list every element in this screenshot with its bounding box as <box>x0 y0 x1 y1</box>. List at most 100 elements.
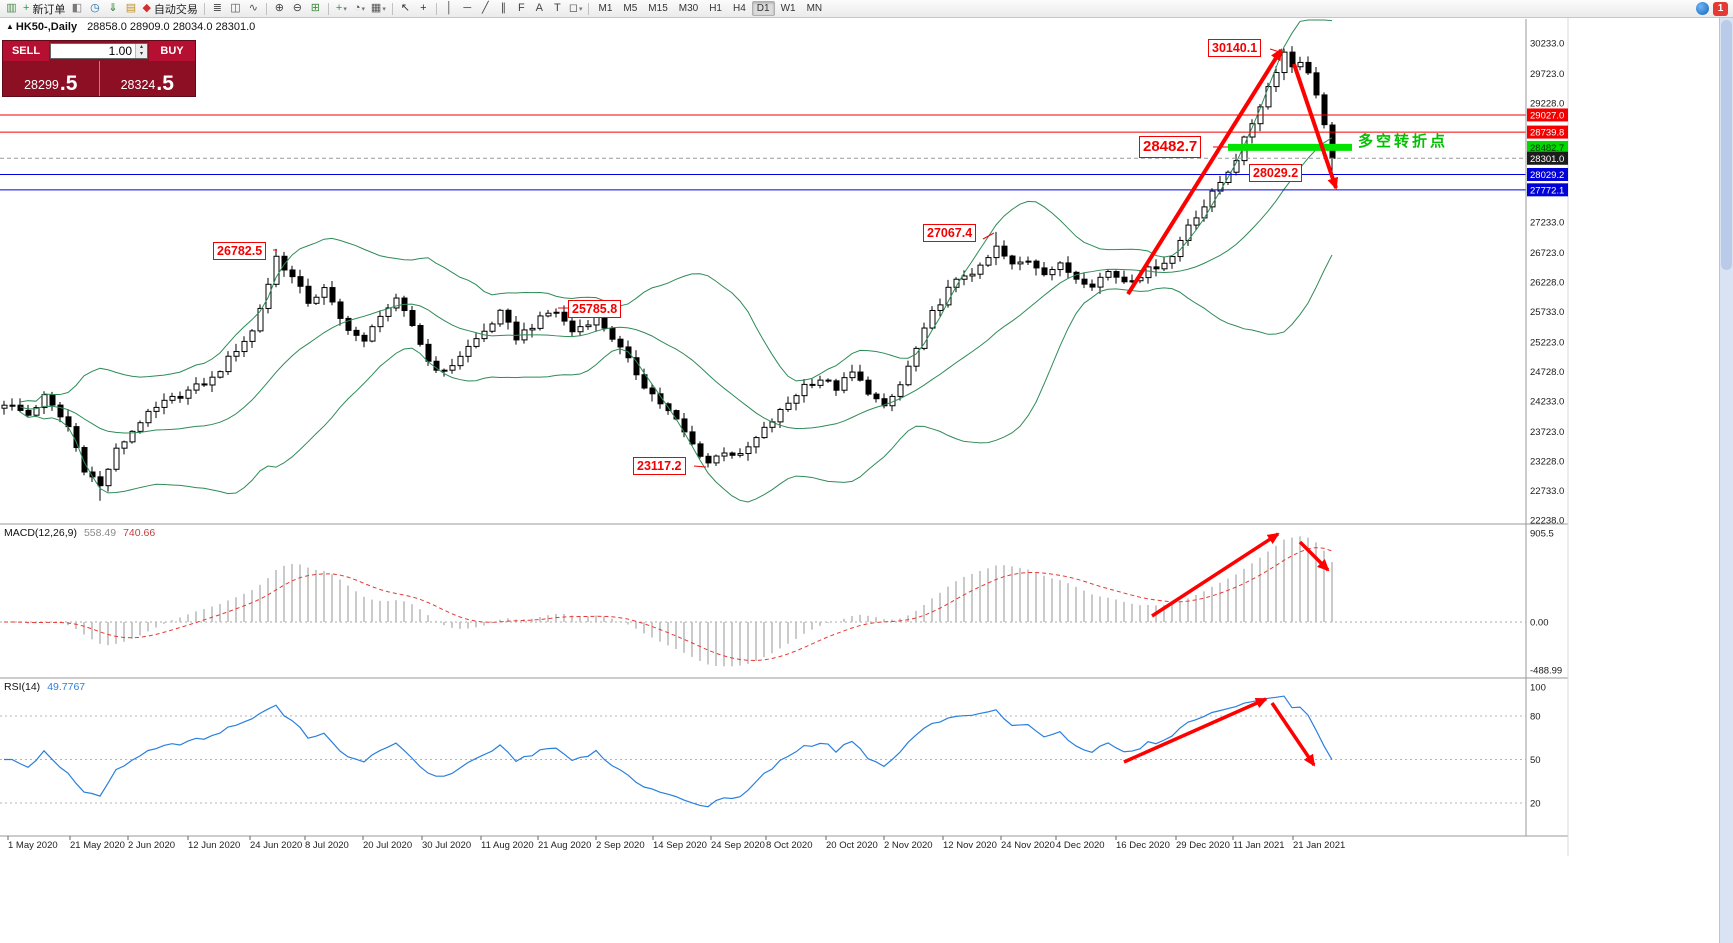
svg-text:30 Jul 2020: 30 Jul 2020 <box>422 840 471 851</box>
volume-input[interactable] <box>51 44 135 58</box>
autotrading-icon: ◆ <box>142 2 151 14</box>
price-annotation[interactable]: 27067.4 <box>923 224 977 243</box>
fibonacci-icon[interactable]: F <box>513 1 530 16</box>
macd-panel: 905.5 0.00 -488.99 <box>0 528 1562 677</box>
trendline-icon: ╱ <box>482 2 489 14</box>
svg-text:24 Nov 2020: 24 Nov 2020 <box>1001 840 1055 851</box>
cursor-icon[interactable]: ↖ <box>397 1 414 16</box>
market-watch-icon[interactable]: ▤ <box>122 1 139 16</box>
timeframe-M1[interactable]: M1 <box>598 3 613 14</box>
svg-text:30233.0: 30233.0 <box>1530 39 1564 50</box>
chevron-down-icon: ▾ <box>361 5 365 13</box>
app-icon-blue[interactable] <box>1696 2 1709 15</box>
clock-icon[interactable]: ◷ <box>86 1 103 16</box>
trend-arrows[interactable] <box>1123 48 1339 767</box>
svg-text:0.00: 0.00 <box>1530 618 1549 629</box>
svg-text:2 Jun 2020: 2 Jun 2020 <box>128 840 175 851</box>
svg-text:23723.0: 23723.0 <box>1530 427 1564 438</box>
volume-down-button[interactable]: ▾ <box>136 51 147 58</box>
templates-icon[interactable]: ▦ ▾ <box>369 1 388 16</box>
text-icon[interactable]: A <box>531 1 548 16</box>
toolbar-separator <box>203 2 205 15</box>
timeframe-H1[interactable]: H1 <box>709 3 722 14</box>
channel-icon[interactable]: ∥ <box>495 1 512 16</box>
volume-spinner: ▴ ▾ <box>135 44 147 58</box>
rsi-panel: 100 80 50 20 <box>0 683 1546 810</box>
shapes-icon[interactable]: ◻ ▾ <box>567 1 585 16</box>
price-tag <box>1527 108 1568 122</box>
svg-text:22733.0: 22733.0 <box>1530 486 1564 497</box>
toolbar-separator <box>588 2 590 15</box>
price-tag <box>1527 183 1568 197</box>
panel-separators <box>0 0 1569 856</box>
toolbar-separator <box>265 2 267 15</box>
price-annotation[interactable]: 26782.5 <box>213 242 267 261</box>
svg-text:8 Jul 2020: 8 Jul 2020 <box>305 840 349 851</box>
macd-value-signal: 740.66 <box>123 527 156 539</box>
history-center-icon[interactable]: ⇓ <box>104 1 121 16</box>
indicators-icon[interactable]: + ▾ <box>333 1 350 16</box>
zoom-out-icon[interactable]: ⊖ <box>289 1 306 16</box>
turning-point-label[interactable]: 多空转折点 <box>1358 133 1449 150</box>
autotrading-button-label: 自动交易 <box>153 3 198 16</box>
timeframe-MN[interactable]: MN <box>806 3 823 14</box>
new-order-button[interactable]: + 新订单 <box>21 1 67 16</box>
zoom-in-icon: ⊕ <box>274 2 285 14</box>
svg-text:80: 80 <box>1530 712 1541 723</box>
chart-profiles-icon[interactable]: ◧ <box>68 1 85 16</box>
timeframe-D1[interactable]: D1 <box>751 1 775 16</box>
horizontal-line-icon[interactable]: ─ <box>459 1 476 16</box>
timeframe-M30[interactable]: M30 <box>678 3 699 14</box>
time-axis[interactable]: 1 May 2020 21 May 2020 2 Jun 2020 12 Jun 20… <box>7 836 1345 851</box>
price-annotation[interactable]: 30140.1 <box>1208 39 1262 58</box>
label-icon[interactable]: T <box>549 1 566 16</box>
timeframe-M15[interactable]: M15 <box>648 3 668 14</box>
svg-text:26723.0: 26723.0 <box>1530 248 1564 259</box>
price-annotation[interactable]: 23117.2 <box>633 457 686 476</box>
svg-text:28739.8: 28739.8 <box>1530 128 1564 139</box>
volume-field: ▴ ▾ <box>50 43 148 59</box>
shapes-icon: ◻ <box>568 2 578 14</box>
trendline-icon[interactable]: ╱ <box>477 1 494 16</box>
notification-badge[interactable]: 1 <box>1713 1 1728 16</box>
svg-text:100: 100 <box>1530 683 1546 694</box>
sell-price[interactable]: 28299.5 <box>3 61 100 96</box>
bar-chart-icon[interactable]: ≣ <box>209 1 226 16</box>
price-annotation[interactable]: 25785.8 <box>568 300 622 319</box>
buy-button[interactable]: BUY <box>149 41 195 61</box>
sell-button[interactable]: SELL <box>3 41 49 61</box>
zoom-in-icon[interactable]: ⊕ <box>271 1 288 16</box>
clock-icon: ◷ <box>90 2 100 14</box>
svg-text:25733.0: 25733.0 <box>1530 307 1564 318</box>
price-annotation[interactable]: 28482.7 <box>1139 136 1202 158</box>
svg-text:23228.0: 23228.0 <box>1530 456 1564 467</box>
chart-window-icon[interactable]: ▥ <box>3 1 20 16</box>
vertical-line-icon[interactable]: │ <box>441 1 458 16</box>
line-chart-icon[interactable]: ∿ <box>245 1 262 16</box>
scrollbar-thumb[interactable] <box>1721 20 1732 270</box>
timeframe-W1[interactable]: W1 <box>780 3 796 14</box>
svg-text:14 Sep 2020: 14 Sep 2020 <box>653 840 707 851</box>
tile-windows-icon: ⊞ <box>310 2 321 14</box>
candlestick-chart-icon[interactable]: ◫ <box>227 1 244 16</box>
svg-text:2 Sep 2020: 2 Sep 2020 <box>596 840 645 851</box>
periods-icon[interactable]: ◔ ▾ <box>351 1 368 16</box>
buy-price[interactable]: 28324.5 <box>100 61 196 96</box>
volume-up-button[interactable]: ▴ <box>136 44 147 51</box>
vertical-scrollbar[interactable] <box>1719 0 1733 943</box>
macd-name: MACD(12,26,9) <box>4 527 77 539</box>
timeframe-M5[interactable]: M5 <box>623 3 638 14</box>
crosshair-icon[interactable]: + <box>415 1 432 16</box>
timeframe-H4[interactable]: H4 <box>733 3 746 14</box>
price-annotation[interactable]: 28029.2 <box>1249 164 1303 183</box>
svg-text:29723.0: 29723.0 <box>1530 69 1564 80</box>
price-axis[interactable]: 30233.0 29723.0 29228.0 27233.0 26723.0 26228… <box>1527 39 1568 527</box>
svg-text:8 Oct 2020: 8 Oct 2020 <box>766 840 812 851</box>
one-click-trading-panel: SELL ▴ ▾ BUY 28299.5 28324.5 <box>2 40 196 97</box>
fibonacci-icon: F <box>517 2 525 14</box>
autotrading-button[interactable]: ◆ 自动交易 <box>140 1 199 16</box>
tile-windows-icon[interactable]: ⊞ <box>307 1 324 16</box>
svg-text:1 May 2020: 1 May 2020 <box>8 840 58 851</box>
